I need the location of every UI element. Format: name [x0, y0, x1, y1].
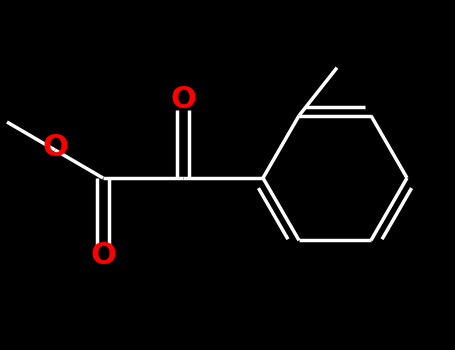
Text: O: O [42, 133, 68, 162]
Text: O: O [90, 241, 116, 271]
Text: O: O [170, 85, 196, 114]
